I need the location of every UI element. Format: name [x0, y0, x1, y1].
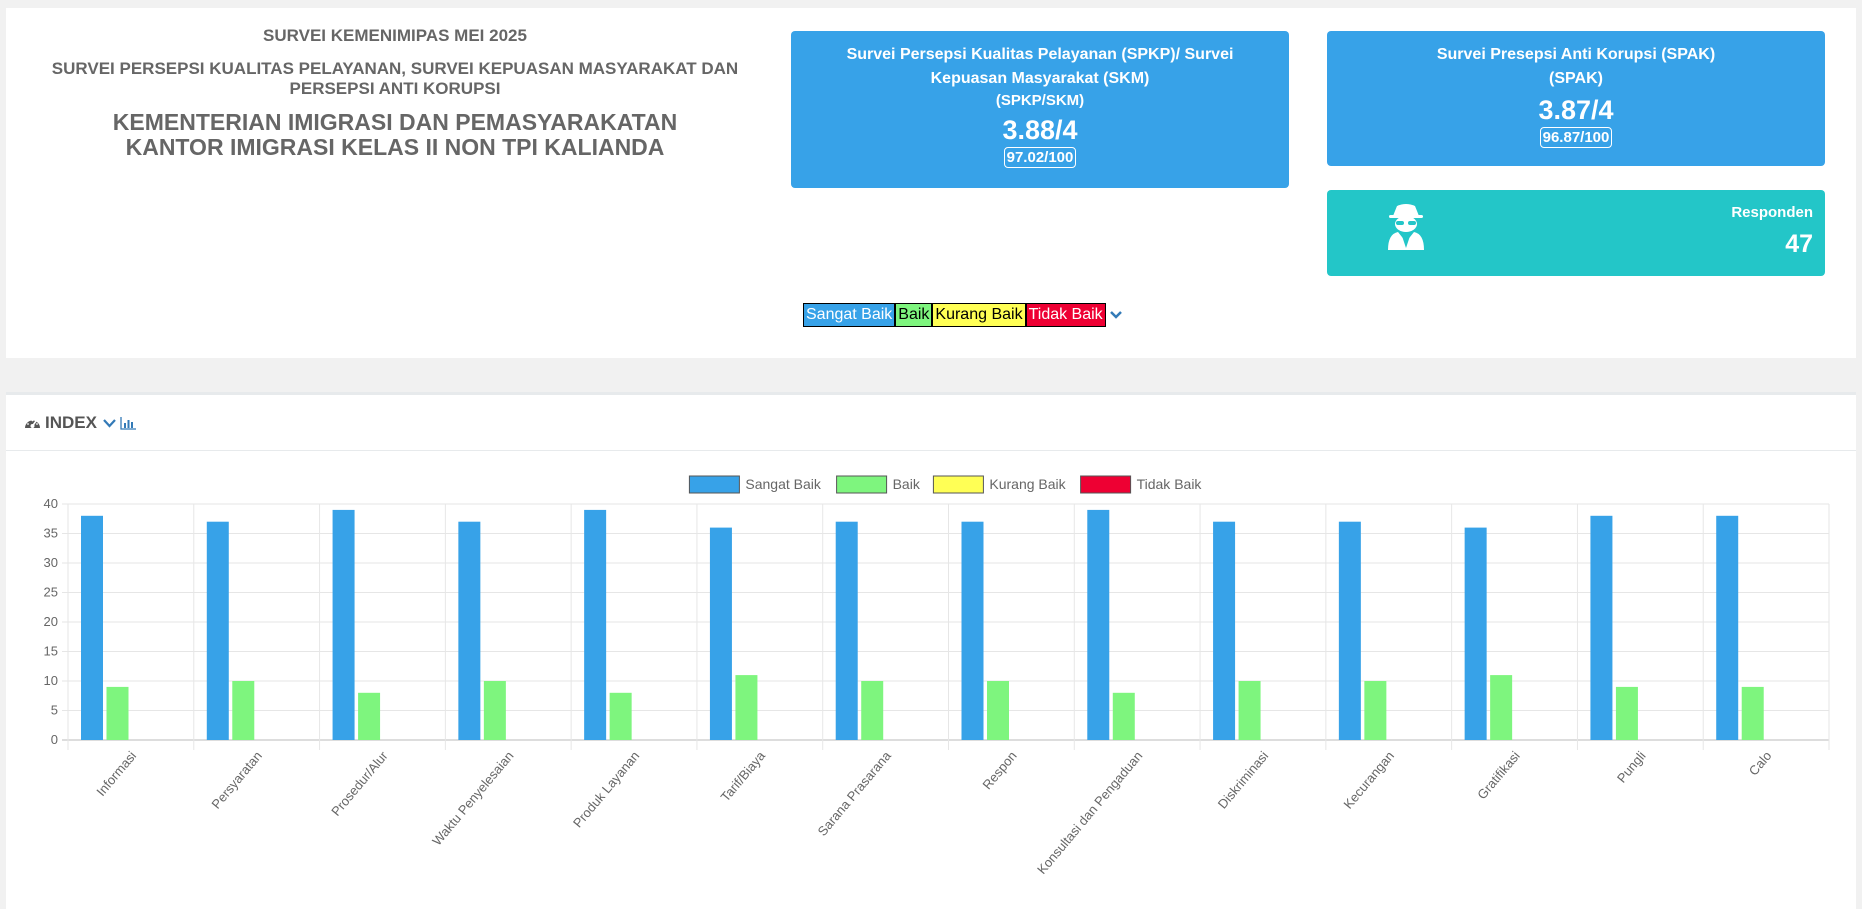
x-tick-label: Calo [1746, 748, 1775, 778]
legend-swatch [836, 475, 888, 494]
bar-baik [106, 686, 129, 740]
bar-baik [358, 692, 381, 740]
bar-chart-icon[interactable] [120, 416, 136, 430]
y-tick-label: 20 [44, 614, 58, 629]
ministry-name: KEMENTERIAN IMIGRASI DAN PEMASYARAKATAN [112, 109, 678, 135]
bar-sangat-baik [1087, 509, 1110, 740]
legend-baik: Baik [895, 303, 933, 327]
bar-sangat-baik [1338, 521, 1361, 740]
spak-score: 3.87/4 [1538, 95, 1614, 125]
bar-sangat-baik [835, 521, 858, 740]
y-tick-label: 5 [51, 703, 58, 718]
y-tick-label: 10 [44, 673, 58, 688]
bar-baik [232, 681, 255, 740]
bar-baik [987, 681, 1009, 740]
bar-sangat-baik [458, 521, 481, 740]
bar-sangat-baik [1213, 521, 1236, 740]
bar-baik [609, 692, 632, 740]
index-title: INDEX [24, 413, 140, 433]
user-secret-icon [1388, 204, 1424, 250]
x-tick-label: Informasi [93, 748, 139, 799]
y-tick-label: 0 [51, 732, 58, 747]
spkp-score: 3.88/4 [1002, 115, 1078, 145]
responden-card: Responden 47 [1327, 190, 1825, 276]
responden-label: Responden [1731, 204, 1813, 221]
legend-swatch [1080, 475, 1132, 494]
spkp-score-100-badge: 97.02/100 [1003, 147, 1077, 168]
y-tick-label: 15 [44, 644, 58, 659]
index-panel-header: INDEX [6, 395, 1856, 451]
y-tick-label: 40 [44, 496, 58, 511]
bar-sangat-baik [81, 515, 103, 740]
x-tick-label: Persyaratan [208, 748, 265, 811]
bar-sangat-baik [709, 527, 732, 740]
x-tick-label: Prosedur/Alur [328, 748, 391, 819]
legend-swatch [688, 475, 740, 494]
x-tick-label: Konsultasi dan Pengaduan [1034, 748, 1145, 877]
x-tick-label: Kecurangan [1340, 748, 1397, 811]
x-tick-label: Gratifikasi [1474, 748, 1523, 802]
survey-subtitle: SURVEI PERSEPSI KUALITAS PELAYANAN, SURV… [51, 59, 739, 98]
bar-sangat-baik [1464, 527, 1487, 740]
x-tick-label: Tarif/Biaya [718, 748, 769, 805]
spkp-score-card: Survei Persepsi Kualitas Pelayanan (SPKP… [791, 31, 1289, 188]
y-tick-label: 25 [44, 585, 58, 600]
legend-label: Kurang Baik [989, 476, 1066, 492]
index-title-label: INDEX [45, 413, 97, 432]
x-tick-label: Pungli [1614, 748, 1649, 785]
bar-sangat-baik [961, 521, 984, 740]
bar-sangat-baik [206, 521, 229, 740]
legend-label: Baik [893, 476, 921, 492]
bar-baik [1238, 681, 1261, 740]
bar-sangat-baik [332, 509, 355, 740]
responden-count: 47 [1785, 230, 1813, 258]
bar-baik [1741, 686, 1764, 740]
chart-toggle[interactable] [103, 416, 140, 430]
bar-sangat-baik [1716, 515, 1739, 740]
index-bar-chart: 0 5 10 15 20 25 30 35 40 Informasi Persyaratan Pros… [44, 475, 1830, 877]
spkp-title-1: Survei Persepsi Kualitas Pelayanan (SPKP… [846, 46, 1234, 63]
bar-sangat-baik [1590, 515, 1613, 740]
bar-baik [735, 675, 758, 740]
legend-kurang-baik: Kurang Baik [932, 303, 1026, 327]
dashboard-icon [25, 419, 40, 428]
x-tick-label: Diskriminasi [1215, 748, 1272, 811]
bar-baik [1490, 675, 1513, 740]
y-tick-label: 35 [44, 526, 58, 541]
bar-baik [1615, 686, 1638, 740]
legend-tidak-baik: Tidak Baik [1025, 303, 1106, 327]
x-tick-label: Respon [979, 748, 1019, 792]
survey-period: SURVEI KEMENIMIPAS MEI 2025 [263, 26, 527, 45]
legend-swatch [932, 475, 984, 494]
x-tick-label: Sarana Prasarana [815, 748, 895, 839]
spak-score-card: Survei Presepsi Anti Korupsi (SPAK) (SPA… [1327, 31, 1825, 166]
chevron-down-icon[interactable] [103, 418, 116, 428]
survey-header: SURVEI KEMENIMIPAS MEI 2025 SURVEI PERSE… [30, 26, 760, 160]
bar-baik [861, 681, 884, 740]
y-tick-label: 30 [44, 555, 58, 570]
bar-baik [1112, 692, 1135, 740]
office-name: KANTOR IMIGRASI KELAS II NON TPI KALIAND… [125, 134, 665, 160]
spak-title-1: Survei Presepsi Anti Korupsi (SPAK) [1436, 46, 1716, 63]
chevron-down-icon[interactable] [1109, 310, 1123, 320]
bar-baik [483, 681, 506, 740]
x-tick-label: Produk Layanan [570, 748, 642, 830]
legend-label: Tidak Baik [1137, 476, 1203, 492]
bar-baik [1364, 681, 1387, 740]
category-legend: Sangat Baik Baik Kurang Baik Tidak Baik [803, 303, 1123, 327]
legend-label: Sangat Baik [745, 476, 821, 492]
spak-title-2: (SPAK) [1549, 70, 1603, 87]
spak-score-100-badge: 96.87/100 [1539, 127, 1613, 148]
bar-sangat-baik [584, 509, 607, 740]
index-panel: INDEX 0 5 10 15 20 25 30 35 40 Informasi Persyarat… [6, 392, 1856, 909]
x-tick-label: Waktu Penyelesaian [429, 748, 516, 848]
spkp-title-2: Kepuasan Masyarakat (SKM) [930, 70, 1150, 87]
spkp-title-3: (SPKP/SKM) [995, 92, 1085, 109]
legend-sangat-baik: Sangat Baik [803, 303, 896, 327]
